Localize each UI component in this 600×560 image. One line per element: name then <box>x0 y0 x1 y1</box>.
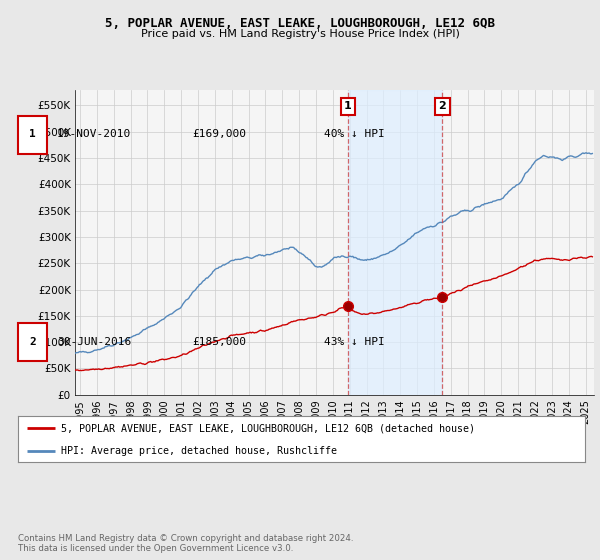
Text: 43% ↓ HPI: 43% ↓ HPI <box>324 337 385 347</box>
Text: 2: 2 <box>29 337 36 347</box>
Text: 5, POPLAR AVENUE, EAST LEAKE, LOUGHBOROUGH, LE12 6QB: 5, POPLAR AVENUE, EAST LEAKE, LOUGHBOROU… <box>105 17 495 30</box>
Text: £185,000: £185,000 <box>192 337 246 347</box>
Text: 1: 1 <box>344 101 352 111</box>
Text: HPI: Average price, detached house, Rushcliffe: HPI: Average price, detached house, Rush… <box>61 446 337 455</box>
Text: 5, POPLAR AVENUE, EAST LEAKE, LOUGHBOROUGH, LE12 6QB (detached house): 5, POPLAR AVENUE, EAST LEAKE, LOUGHBOROU… <box>61 423 475 433</box>
Text: 19-NOV-2010: 19-NOV-2010 <box>57 129 131 139</box>
Text: Contains HM Land Registry data © Crown copyright and database right 2024.
This d: Contains HM Land Registry data © Crown c… <box>18 534 353 553</box>
Text: 40% ↓ HPI: 40% ↓ HPI <box>324 129 385 139</box>
Text: 2: 2 <box>439 101 446 111</box>
Text: 1: 1 <box>29 129 36 139</box>
Text: £169,000: £169,000 <box>192 129 246 139</box>
Text: Price paid vs. HM Land Registry's House Price Index (HPI): Price paid vs. HM Land Registry's House … <box>140 29 460 39</box>
Bar <box>348 90 442 395</box>
Text: 30-JUN-2016: 30-JUN-2016 <box>57 337 131 347</box>
